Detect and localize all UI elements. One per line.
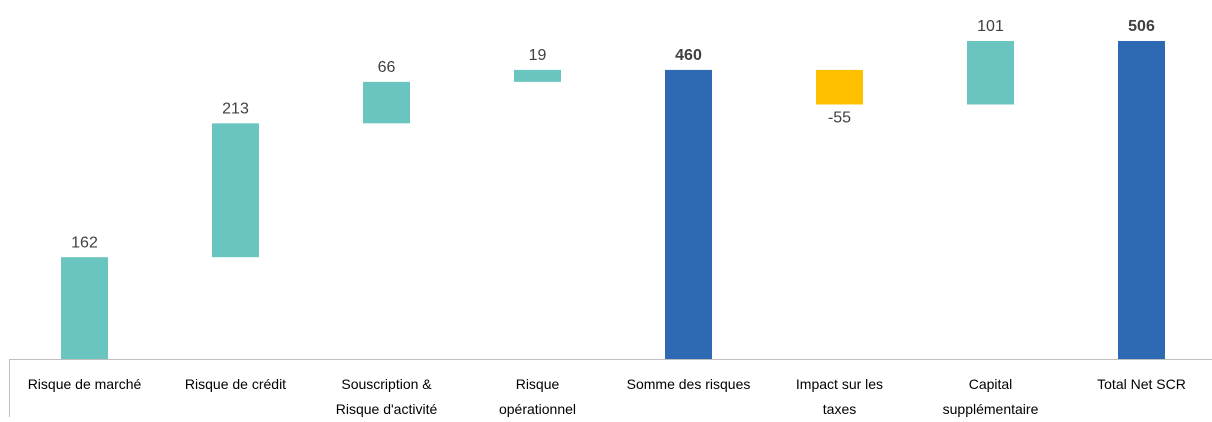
x-tick-label: Souscription & Risque d'activité xyxy=(335,376,438,417)
bar xyxy=(514,69,561,82)
x-tick-label: Total Net SCR xyxy=(1097,376,1186,392)
bar xyxy=(665,69,712,359)
bar xyxy=(363,81,410,124)
x-tick-label: Risque de marché xyxy=(27,376,142,392)
value-label: -55 xyxy=(828,110,851,127)
x-tick-label: Somme des risques xyxy=(626,376,751,392)
x-tick-label: Impact sur les taxes xyxy=(795,376,884,417)
bar xyxy=(816,69,863,105)
value-label: 101 xyxy=(977,18,1004,35)
bar xyxy=(61,257,108,359)
value-label: 66 xyxy=(378,59,396,76)
x-tick-label: Risque opérationnel xyxy=(498,376,577,417)
value-label: 162 xyxy=(71,234,98,251)
x-tick-label: Capital supplémentaire xyxy=(942,376,1039,417)
value-label: 506 xyxy=(1128,18,1155,35)
bar xyxy=(1118,41,1165,359)
bar xyxy=(967,41,1014,105)
value-label: 213 xyxy=(222,101,249,118)
x-tick-label: Risque de crédit xyxy=(184,376,287,392)
bar xyxy=(212,123,259,258)
value-label: 460 xyxy=(675,47,702,64)
value-label: 19 xyxy=(529,47,547,64)
